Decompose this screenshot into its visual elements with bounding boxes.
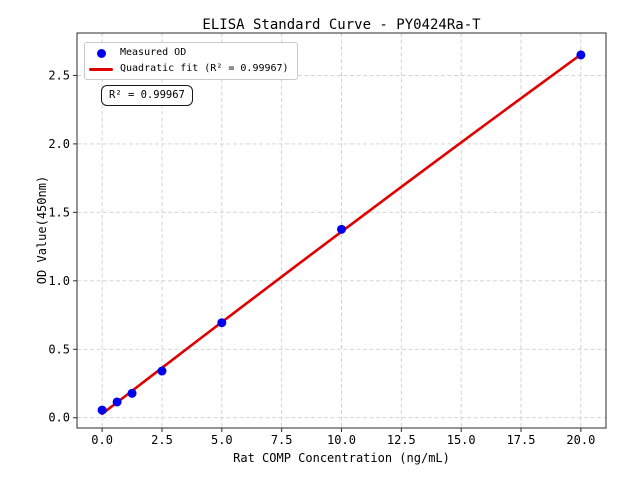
y-tick-label: 1.0 [48, 274, 70, 288]
y-tick-label: 0.0 [48, 411, 70, 425]
legend-marker-area [89, 67, 113, 71]
x-tick-label: 0.0 [91, 433, 113, 447]
scatter-marker-icon [96, 48, 106, 58]
x-tick-label: 10.0 [327, 433, 356, 447]
x-tick-label: 17.5 [507, 433, 536, 447]
x-tick-label: 7.5 [271, 433, 293, 447]
x-tick-label: 15.0 [447, 433, 476, 447]
x-tick-label: 5.0 [211, 433, 233, 447]
data-point [217, 318, 227, 328]
data-point [127, 388, 137, 398]
legend-item-quadratic-fit: Quadratic fit (R² = 0.99967) [89, 62, 289, 76]
x-tick-label: 12.5 [387, 433, 416, 447]
x-tick-label: 2.5 [151, 433, 173, 447]
y-tick-label: 2.0 [48, 137, 70, 151]
legend-item-measured-od: Measured OD [89, 46, 289, 60]
y-axis-label: OD Value(450nm) [35, 175, 49, 285]
r-squared-annotation: R² = 0.99967 [101, 85, 193, 106]
legend: Measured OD Quadratic fit (R² = 0.99967) [84, 42, 298, 80]
data-point [157, 366, 167, 376]
data-point [337, 224, 346, 234]
data-point [112, 397, 122, 407]
x-axis-label: Rat COMP Concentration (ng/mL) [233, 451, 450, 465]
chart-title: ELISA Standard Curve - PY0424Ra-T [202, 17, 481, 33]
line-marker-icon [89, 67, 113, 71]
y-tick-label: 1.5 [48, 205, 70, 219]
y-tick-label: 2.5 [48, 68, 70, 82]
data-point [576, 50, 586, 60]
data-point [97, 405, 107, 415]
legend-marker-area [89, 48, 113, 58]
x-tick-label: 20.0 [566, 433, 595, 447]
y-tick-label: 0.5 [48, 342, 70, 356]
legend-label: Measured OD [120, 47, 187, 58]
legend-label: Quadratic fit (R² = 0.99967) [120, 63, 289, 74]
